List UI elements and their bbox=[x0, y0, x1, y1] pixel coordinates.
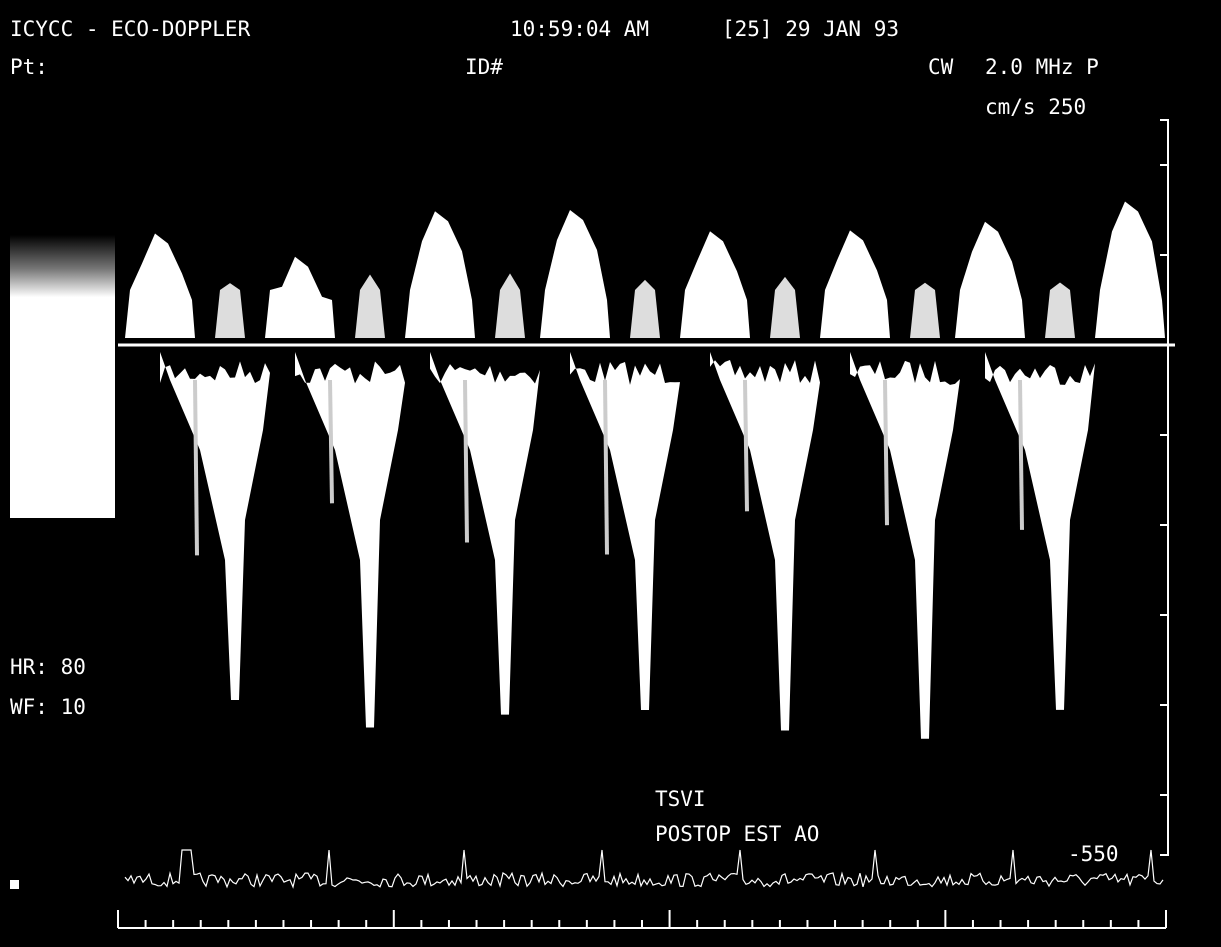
flow-envelope bbox=[355, 274, 385, 338]
flow-envelope bbox=[540, 209, 610, 338]
flow-envelope bbox=[910, 282, 940, 338]
flow-envelope bbox=[820, 230, 890, 338]
annotation: POSTOP EST AO bbox=[655, 822, 819, 846]
flow-spike bbox=[463, 379, 469, 543]
scale-top: cm/s 250 bbox=[985, 95, 1086, 119]
flow-envelope bbox=[295, 352, 405, 728]
right-axis bbox=[1160, 119, 1169, 856]
time: 10:59:04 AM bbox=[510, 17, 649, 41]
axes bbox=[117, 119, 1169, 929]
flow-spike bbox=[603, 379, 609, 555]
flow-spike bbox=[883, 379, 889, 526]
flow-envelope bbox=[405, 211, 475, 338]
flow-envelope bbox=[770, 276, 800, 338]
flow-envelope bbox=[985, 352, 1095, 710]
flow-spike bbox=[328, 379, 334, 504]
flow-envelope bbox=[1095, 201, 1165, 338]
date: [25] 29 JAN 93 bbox=[722, 17, 899, 41]
indicator bbox=[10, 880, 19, 889]
flow-envelope bbox=[630, 279, 660, 338]
flow-envelope bbox=[265, 256, 335, 338]
flow-envelope bbox=[215, 283, 245, 338]
flow-envelope bbox=[1045, 282, 1075, 338]
flow-envelope bbox=[160, 352, 270, 701]
patient-label: Pt: bbox=[10, 55, 48, 79]
flow-spike bbox=[743, 379, 749, 512]
annotation: TSVI bbox=[655, 787, 706, 811]
flow-envelope bbox=[710, 352, 820, 731]
flow-envelope bbox=[850, 352, 960, 739]
flow-envelope bbox=[680, 231, 750, 338]
flow-envelope bbox=[495, 273, 525, 338]
probe-mode: CW bbox=[928, 55, 954, 79]
probe-frequency: 2.0 MHz P bbox=[985, 55, 1099, 79]
flow-envelope bbox=[125, 233, 195, 338]
id-label: ID# bbox=[465, 55, 503, 79]
scale-bottom: -550 bbox=[1068, 842, 1119, 866]
wall-filter: WF: 10 bbox=[10, 695, 86, 719]
flow-spike bbox=[1018, 379, 1024, 530]
gray-scale-bar bbox=[10, 235, 115, 518]
heart-rate: HR: 80 bbox=[10, 655, 86, 679]
flow-envelope bbox=[430, 352, 540, 715]
flow-spike bbox=[193, 379, 199, 556]
ecg-trace bbox=[124, 849, 1164, 889]
title: ICYCC - ECO-DOPPLER bbox=[10, 17, 251, 41]
flow-envelope bbox=[570, 352, 680, 711]
flow-envelope bbox=[955, 221, 1025, 338]
spectrum bbox=[124, 201, 1165, 889]
